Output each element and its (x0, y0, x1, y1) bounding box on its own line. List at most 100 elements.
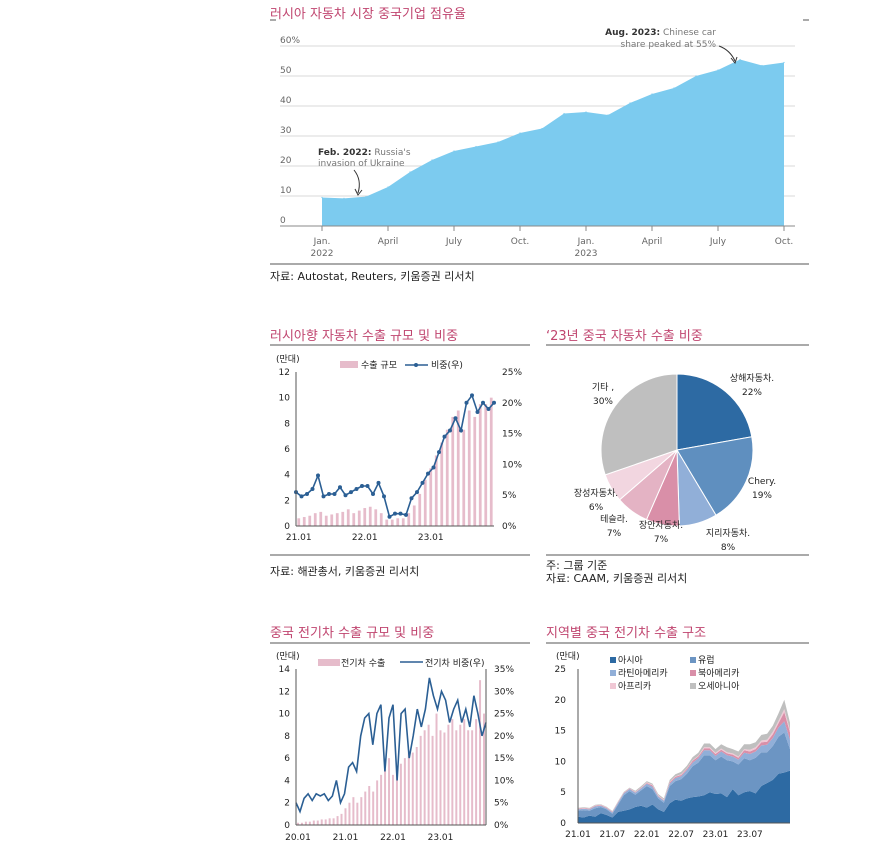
pie-label-name: 테슬라. (600, 514, 628, 525)
annotation-invasion-arrow (353, 169, 360, 194)
data-point (585, 111, 587, 113)
x-tick-year: 2022 (311, 249, 334, 259)
y-tick-label: 0 (280, 216, 286, 226)
export-bar (427, 724, 430, 825)
y-tick-label: 20 (555, 696, 567, 706)
legend-swatch-region (610, 683, 616, 689)
y-tick-label: 10 (555, 757, 567, 767)
share-marker (387, 514, 392, 519)
export-bar (467, 730, 470, 825)
export-bar (439, 730, 442, 825)
chart-title-ev-exports: 중국 전기차 수출 규모 및 비중 (270, 626, 435, 641)
legend-swatch-region (690, 657, 696, 663)
y-tick-label: 40 (280, 96, 292, 106)
pie-chart-brand-share: 상해자동차. 22% Chery. 19% 지리자동차. 8% 장안자동차. 7% 테슬라. 7%… (574, 372, 776, 553)
share-marker (360, 483, 364, 488)
y-tick-label: 5 (560, 788, 566, 798)
y-right-tick-label: 15% (494, 754, 514, 764)
share-line (295, 677, 487, 814)
export-bar (475, 719, 478, 825)
region-area-3 (578, 721, 790, 814)
annotation-invasion-line1: Feb. 2022: Russia's (318, 148, 411, 158)
x-tick-label: April (642, 237, 663, 247)
pie-label-name: 지리자동차. (706, 527, 750, 539)
share-marker (453, 416, 458, 421)
export-bar (463, 719, 466, 825)
stacked-area-chart-regions: (만대) 0 5 10 15 20 25 21.01 21.07 22.01 22.07 23.01 2… (555, 651, 790, 840)
y-unit-label: (만대) (556, 651, 580, 662)
export-bar (419, 735, 422, 825)
x-tick-label: Jan. (577, 237, 595, 247)
export-bar (356, 802, 359, 825)
export-bar (434, 455, 438, 526)
y-left-tick-label: 6 (284, 445, 290, 455)
data-point (343, 197, 345, 199)
export-bar (431, 735, 434, 825)
export-bar (440, 442, 444, 526)
share-marker (409, 496, 414, 501)
legend-swatch-marker (414, 363, 418, 367)
x-tick-label: 21.01 (565, 830, 591, 840)
export-bar (388, 758, 391, 825)
share-marker (371, 491, 375, 496)
y-right-tick-label: 5% (502, 491, 517, 501)
export-bar (390, 519, 394, 526)
legend-swatch-region (610, 657, 616, 663)
y-right-tick-label: 0% (494, 821, 509, 831)
y-tick-label: 30 (280, 126, 292, 136)
chart-title-share: 러시아 자동차 시장 중국기업 점유율 (270, 7, 466, 22)
y-tick-label: 20 (280, 156, 292, 166)
export-bar (332, 818, 335, 825)
note-brand-share: 주: 그룹 기준 (546, 559, 608, 572)
export-bar (484, 404, 488, 526)
export-bar (473, 416, 477, 526)
pie-label-name: 장안자동차. (639, 519, 683, 531)
data-point (651, 93, 653, 95)
share-marker (475, 410, 480, 415)
export-bar (407, 752, 410, 825)
data-point (607, 114, 609, 116)
data-point (453, 150, 455, 152)
share-marker (486, 406, 491, 411)
region-area-1 (578, 770, 790, 823)
export-bar (396, 518, 400, 526)
export-bar (489, 397, 493, 526)
share-marker (365, 483, 370, 488)
export-bar (479, 680, 482, 825)
annotation-invasion-arrowhead (354, 188, 363, 196)
y-unit-label: (만대) (276, 354, 300, 365)
share-marker (338, 485, 342, 490)
y-tick-label: 25 (555, 665, 566, 675)
legend-label-bars: 전기차 수출 (341, 657, 385, 669)
y-tick-label: 50 (280, 66, 292, 76)
share-marker (481, 400, 485, 405)
export-bar (407, 513, 411, 526)
y-left-tick-label: 14 (279, 665, 291, 675)
x-tick-label: 23.01 (428, 833, 454, 843)
x-tick-label: July (709, 237, 727, 247)
data-point (387, 186, 389, 188)
share-marker (448, 428, 452, 433)
export-bar (403, 758, 406, 825)
pie-label-pct: 6% (589, 503, 604, 513)
export-bar (324, 819, 327, 825)
share-marker (492, 400, 496, 405)
y-tick-label: 15 (555, 727, 566, 737)
export-bar (308, 821, 311, 825)
data-point (497, 141, 499, 143)
data-point (431, 159, 433, 161)
share-marker (415, 490, 419, 495)
y-left-tick-label: 6 (284, 754, 290, 764)
pie-slice-2 (676, 436, 754, 516)
export-bar (346, 509, 350, 526)
share-marker (321, 494, 326, 499)
share-marker (393, 511, 397, 516)
export-bar (340, 813, 343, 825)
export-bar (467, 410, 471, 526)
y-left-tick-label: 8 (284, 732, 290, 742)
export-bar (411, 752, 414, 825)
x-tick-label: 23.01 (418, 533, 444, 543)
y-left-tick-label: 2 (284, 799, 290, 809)
x-tick-label: Jan. (313, 237, 331, 247)
export-bar (320, 819, 323, 825)
